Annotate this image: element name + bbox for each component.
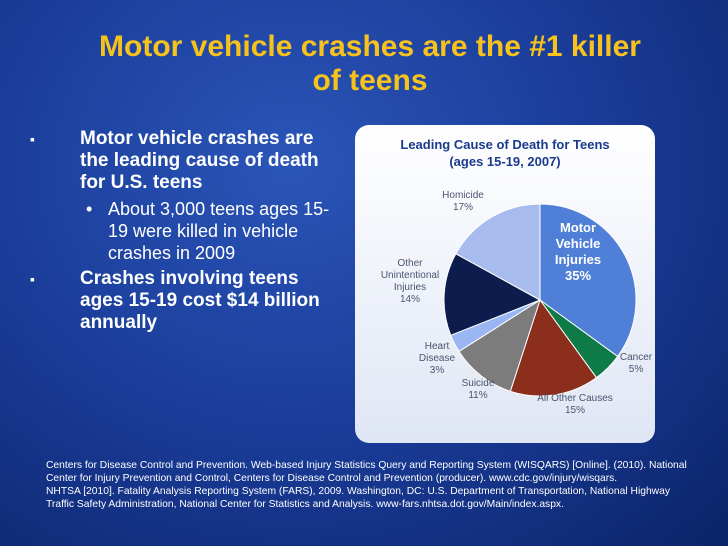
bullet: Crashes involving teens ages 15-19 cost … (30, 268, 330, 334)
category-label: Other Unintentional Injuries (380, 258, 440, 293)
pie-slice (539, 203, 637, 358)
category-label: Homicide (442, 190, 484, 201)
value-label: 11% (468, 390, 488, 401)
chart-subtitle: (ages 15-19, 2007) (449, 154, 561, 169)
slice-label: All Other Causes 15% (520, 393, 630, 417)
value-label: 14% (399, 294, 420, 305)
chart-title: Leading Cause of Death for Teens (400, 137, 610, 152)
slide-title: Motor vehicle crashes are the #1 killer … (99, 30, 641, 97)
slice-label: Motor Vehicle Injuries 35% (547, 220, 609, 284)
bullet: Motor vehicle crashes are the leading ca… (30, 128, 330, 194)
value-label: 5% (628, 364, 644, 375)
value-label: 3% (429, 365, 445, 376)
references: Centers for Disease Control and Preventi… (46, 459, 696, 511)
pie-canvas (443, 203, 637, 397)
category-label: Cancer (619, 352, 653, 363)
category-label: Heart Disease (418, 341, 456, 364)
category-label: Suicide (461, 378, 495, 389)
reference: Centers for Disease Control and Preventi… (46, 460, 687, 484)
pie-slice (458, 298, 541, 392)
slice-label: Suicide 11% (448, 378, 508, 402)
slice-label: Homicide 17% (433, 190, 493, 214)
reference: NHTSA [2010]. Fatality Analysis Reportin… (46, 486, 670, 510)
value-label: 35% (564, 268, 592, 283)
pie-slice (443, 253, 542, 336)
category-label: Motor Vehicle Injuries (554, 220, 602, 267)
pie-slice (509, 298, 598, 397)
pie-slice (455, 203, 541, 301)
category-label: All Other Causes (537, 393, 613, 404)
bullet: About 3,000 teens ages 15-19 were killed… (30, 198, 330, 264)
bullet-list: Motor vehicle crashes are the leading ca… (30, 128, 330, 338)
slice-label: Cancer 5% (611, 352, 661, 376)
chart: Leading Cause of Death for Teens (ages 1… (355, 125, 655, 443)
slice-label: Other Unintentional Injuries 14% (370, 258, 450, 306)
slice-label: Heart Disease 3% (412, 341, 462, 377)
value-label: 15% (564, 405, 585, 416)
value-label: 17% (452, 202, 473, 213)
